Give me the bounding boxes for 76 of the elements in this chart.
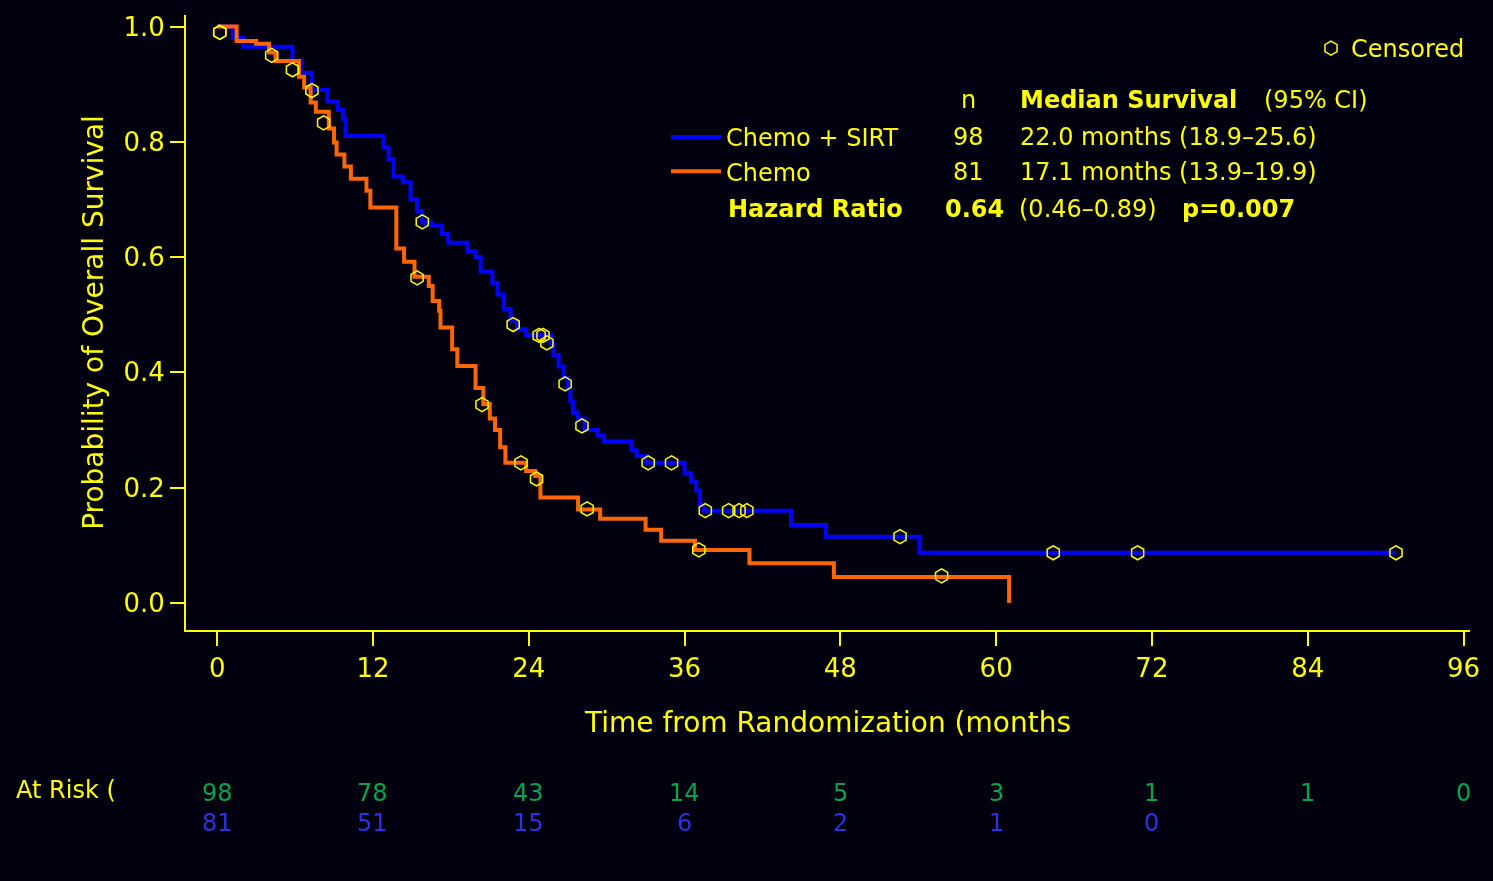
text: 81 xyxy=(202,809,233,837)
point xyxy=(415,214,430,230)
point xyxy=(740,502,754,519)
text: 1 xyxy=(1300,779,1316,807)
y-tick-label: 0.8 xyxy=(123,126,165,157)
annotation: p=0.007 xyxy=(1182,195,1296,223)
text: 2 xyxy=(833,809,849,837)
y-tick-label: 0.2 xyxy=(123,472,165,503)
x-tick-label: 84 xyxy=(1291,653,1325,684)
text: 14 xyxy=(669,779,700,807)
y-tick-label: 1.0 xyxy=(123,11,165,42)
point xyxy=(536,327,550,344)
text: 5 xyxy=(833,779,849,807)
y-tick-label: 0.6 xyxy=(123,242,165,273)
annotation: (0.46–0.89) xyxy=(1019,195,1157,223)
point xyxy=(1130,545,1145,561)
point xyxy=(558,376,572,392)
annotation: (95% CI) xyxy=(1264,86,1368,114)
text: 3 xyxy=(989,779,1005,807)
point xyxy=(529,471,544,487)
text: 15 xyxy=(513,809,544,837)
point xyxy=(1389,545,1403,561)
point xyxy=(540,335,554,351)
point xyxy=(264,47,279,64)
x-tick-label: 0 xyxy=(208,653,226,684)
annotation: n xyxy=(961,86,977,114)
text: 78 xyxy=(357,779,388,807)
x-tick-label: 60 xyxy=(979,653,1013,684)
x-tick-label: 48 xyxy=(823,653,857,684)
point xyxy=(305,82,319,99)
point xyxy=(285,62,300,78)
point xyxy=(514,455,528,471)
text: 51 xyxy=(357,809,388,837)
annotation: 0.64 xyxy=(945,195,1005,223)
annotation: Median Survival xyxy=(1020,86,1238,114)
text: 98 xyxy=(202,779,233,807)
legend-label: Chemo + SIRT xyxy=(726,124,899,153)
text: 1 xyxy=(989,809,1005,837)
point xyxy=(575,418,589,434)
annotation: 22.0 months (18.9–25.6) xyxy=(1020,123,1317,151)
x-tick-label: 12 xyxy=(356,653,390,684)
point xyxy=(721,502,736,519)
annotation: 98 xyxy=(953,123,984,151)
text: 6 xyxy=(677,809,693,837)
point xyxy=(410,270,424,286)
point xyxy=(316,115,331,131)
y-axis-title: Probability of Overall Survival xyxy=(76,115,110,530)
point xyxy=(641,455,655,471)
point xyxy=(934,568,949,584)
point xyxy=(698,502,713,519)
y-tick-label: 0.4 xyxy=(123,357,165,388)
point xyxy=(532,327,546,344)
point xyxy=(1046,545,1061,561)
point xyxy=(664,455,679,471)
x-tick-label: 36 xyxy=(667,653,702,684)
legend-label: Censored xyxy=(1351,35,1465,64)
y-tick-label: 0.0 xyxy=(123,588,165,619)
x-tick-label: 24 xyxy=(512,653,546,684)
text: 43 xyxy=(513,779,544,807)
annotation: 81 xyxy=(953,158,984,186)
text: 0 xyxy=(1144,809,1160,837)
point xyxy=(580,501,594,517)
legend-label: Chemo xyxy=(726,158,811,187)
x-tick-label: 72 xyxy=(1135,653,1169,684)
point xyxy=(475,396,489,413)
text: At Risk ( xyxy=(16,776,116,804)
text: 1 xyxy=(1144,779,1160,807)
annotation: 17.1 months (13.9–19.9) xyxy=(1020,158,1317,186)
point xyxy=(506,316,520,333)
x-axis-title: Time from Randomization (months xyxy=(584,705,1071,739)
x-tick-label: 96 xyxy=(1446,653,1481,684)
annotation: Hazard Ratio xyxy=(728,195,903,223)
point xyxy=(893,528,907,545)
point xyxy=(732,502,746,519)
point xyxy=(692,542,706,558)
text: 0 xyxy=(1456,779,1472,807)
